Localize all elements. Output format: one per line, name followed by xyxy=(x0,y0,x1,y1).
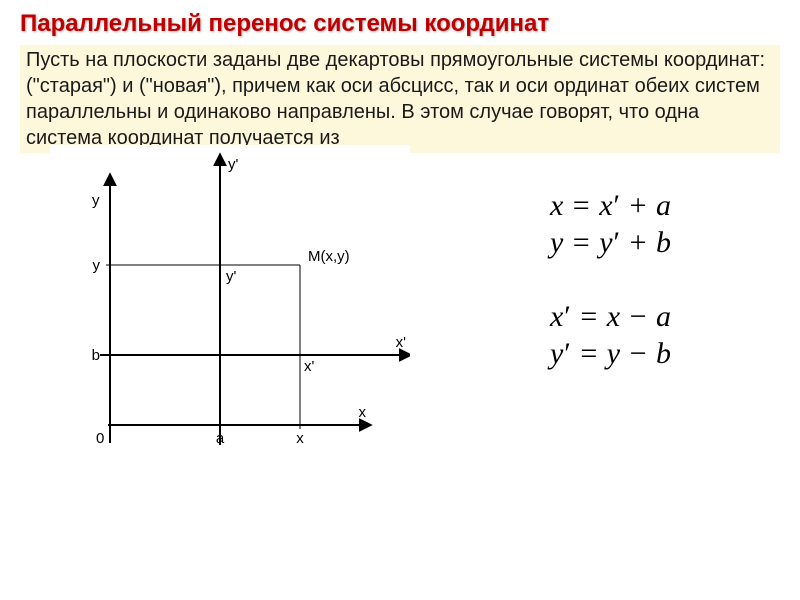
slide: Параллельный перенос системы координат П… xyxy=(0,0,800,600)
svg-text:b: b xyxy=(92,347,100,364)
svg-text:x': x' xyxy=(304,358,315,375)
slide-title: Параллельный перенос системы координат xyxy=(20,10,780,39)
svg-text:0: 0 xyxy=(96,430,104,447)
svg-text:a: a xyxy=(216,430,225,447)
equation-group-2: x′ = x − a y′ = y − b xyxy=(486,298,736,373)
diagram-svg: x y 0 x' y' a x b y x' y' M(x,y) xyxy=(50,145,410,465)
svg-text:x: x xyxy=(359,404,367,421)
eq-y-forward: y = y′ + b xyxy=(486,224,736,262)
svg-text:x': x' xyxy=(396,334,407,351)
eq-x-inverse: x′ = x − a xyxy=(486,298,736,336)
lower-section: x y 0 x' y' a x b y x' y' M(x,y) x = x′ + a y = y′ … xyxy=(20,157,780,477)
eq-y-inverse: y′ = y − b xyxy=(486,335,736,373)
svg-text:y: y xyxy=(92,192,100,209)
svg-text:x: x xyxy=(296,430,304,447)
coordinate-diagram: x y 0 x' y' a x b y x' y' M(x,y) xyxy=(50,145,410,465)
svg-text:y': y' xyxy=(226,268,237,285)
body-paragraph: Пусть на плоскости заданы две декартовы … xyxy=(20,45,780,153)
equation-group-1: x = x′ + a y = y′ + b xyxy=(486,187,736,262)
eq-x-forward: x = x′ + a xyxy=(486,187,736,225)
svg-text:y': y' xyxy=(228,156,239,173)
svg-text:M(x,y): M(x,y) xyxy=(308,248,350,265)
formula-block: x = x′ + a y = y′ + b x′ = x − a y′ = y … xyxy=(486,187,736,409)
svg-text:y: y xyxy=(93,257,101,274)
